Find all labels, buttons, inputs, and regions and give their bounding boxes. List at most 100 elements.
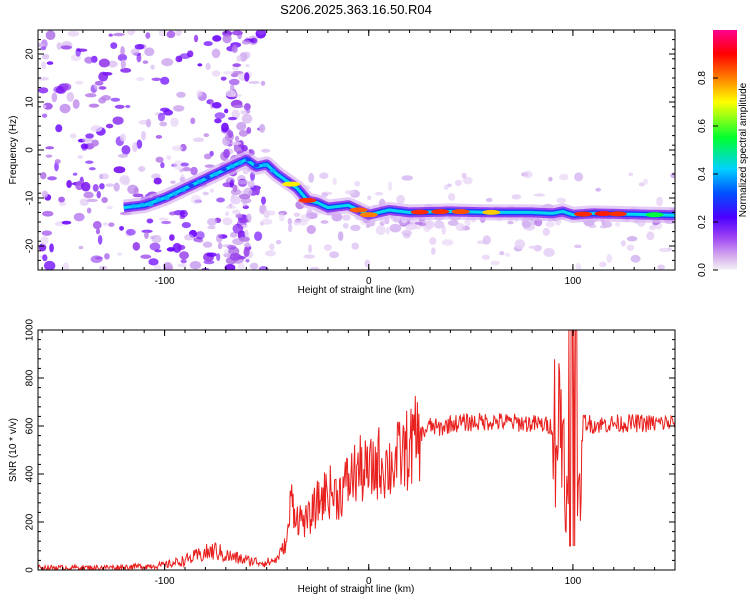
spectrogram-noise-blob — [306, 209, 314, 218]
spectrogram-noise-blob — [533, 193, 546, 197]
spectrogram-noise-blob — [232, 104, 244, 109]
spectrogram-noise-blob — [599, 261, 607, 268]
spectrogram-noise-blob — [230, 73, 239, 78]
spectrogram-hotspot — [594, 211, 613, 217]
spectrogram-ridge-dot — [237, 160, 244, 165]
spectrogram-noise-blob — [303, 254, 316, 259]
spectrogram-noise-blob — [175, 55, 183, 63]
spectrogram-noise-blob — [66, 179, 72, 189]
spectrogram-noise-blob — [110, 42, 118, 49]
spectrogram-noise-blob — [237, 31, 243, 40]
spectrogram-noise-blob — [162, 262, 173, 270]
spectrogram-noise-blob — [45, 30, 56, 41]
spectrogram-noise-blob — [175, 30, 182, 37]
spectrogram-noise-blob — [287, 217, 293, 225]
spectrogram-noise-blob — [112, 32, 125, 37]
spectrogram-hotspot — [431, 209, 450, 215]
spectrogram-noise-blob — [454, 179, 462, 186]
spectrogram-noise-blob — [367, 195, 372, 201]
spectrogram-noise-blob — [59, 103, 71, 114]
spectrogram-noise-blob — [78, 245, 84, 250]
spectrogram-noise-blob — [321, 192, 329, 198]
spectrogram-noise-blob — [234, 135, 240, 142]
spectrogram-noise-blob — [652, 222, 659, 226]
spectrogram-noise-blob — [179, 53, 191, 60]
spectrogram-noise-blob — [132, 242, 141, 251]
colorbar-ticks: 0.0 0.2 0.4 0.6 0.8 — [697, 71, 718, 277]
spectrogram-noise-blob — [126, 30, 136, 36]
spectrogram-ridge-dot — [147, 202, 154, 207]
spectrogram-noise-blob — [41, 230, 53, 236]
spectrogram-noise-blob — [158, 217, 169, 221]
spectrogram-noise-blob — [119, 225, 124, 231]
spectrogram-noise-blob — [61, 220, 72, 225]
spectrogram-noise-blob — [106, 205, 113, 210]
spectrogram-noise-blob — [62, 262, 70, 270]
spectrogram-noise-blob — [620, 240, 626, 247]
snr-ytick-label: 200 — [25, 513, 36, 530]
spectrogram-noise-blob — [443, 184, 449, 191]
spectrogram-noise-blob — [173, 160, 184, 170]
spectrogram-noise-blob — [332, 177, 337, 185]
spectrogram-noise-blob — [231, 109, 240, 120]
spectrogram-noise-blob — [243, 51, 251, 59]
spectrogram-noise-blob — [42, 254, 48, 262]
spectrogram-noise-blob — [42, 104, 47, 109]
spectrogram-noise-blob — [160, 162, 165, 169]
spectrogram-noise-blob — [628, 172, 634, 177]
spectrogram-noise-blob — [231, 44, 238, 54]
spectrogram-noise-blob — [254, 231, 263, 242]
spectrogram-noise-blob — [214, 112, 226, 120]
spectrogram-noise-blob — [224, 211, 230, 217]
spectrogram-noise-blob — [47, 176, 57, 181]
spectrogram-hotspot — [645, 212, 664, 218]
spectrogram-noise-blob — [388, 181, 393, 191]
spectrogram-noise-blob — [236, 55, 242, 62]
spectrogram-noise-blob — [38, 76, 49, 81]
spectrogram-noise-blob — [374, 192, 384, 196]
spectrogram-noise-blob — [46, 61, 54, 65]
snr-ylabel: SNR (10 * v/v) — [8, 418, 19, 482]
spectrogram-noise-blob — [73, 212, 85, 222]
spectrogram-noise-blob — [196, 89, 203, 98]
spectrogram-noise-blob — [385, 226, 390, 235]
spectrogram-noise-blob — [113, 166, 126, 174]
spectrogram-noise-blob — [259, 123, 266, 133]
spectrogram-noise-blob — [237, 179, 250, 185]
spectrogram-noise-blob — [133, 187, 139, 195]
spectrogram-noise-blob — [120, 67, 132, 73]
spectrogram-ridge-dot — [269, 168, 276, 173]
spectrogram-noise-blob — [389, 223, 402, 233]
spectrogram-xtick-label: 100 — [565, 276, 582, 287]
spectrogram-noise-blob — [104, 253, 110, 260]
spectrogram-noise-blob — [91, 139, 99, 147]
spectrogram-noise-blob — [365, 224, 371, 229]
spectrogram-noise-blob — [40, 235, 49, 246]
spectrogram-noise-blob — [264, 250, 277, 257]
spectrogram-noise-blob — [120, 46, 125, 56]
spectrogram-noise-blob — [148, 258, 159, 266]
spectrogram-noise-blob — [161, 58, 174, 67]
spectrogram-noise-blob — [114, 104, 125, 109]
spectrogram-noise-blob — [375, 225, 386, 236]
spectrogram-noise-blob — [306, 225, 316, 235]
spectrogram-noise-blob — [117, 53, 128, 62]
spectrogram-noise-blob — [117, 252, 122, 256]
spectrogram-noise-blob — [105, 123, 114, 129]
spectrogram-noise-blob — [105, 183, 115, 187]
spectrogram-noise-blob — [342, 222, 349, 229]
spectrogram-ridge-dot — [130, 204, 137, 209]
spectrogram-xtick-label: 0 — [366, 276, 372, 287]
spectrogram-ridge-dot — [220, 167, 227, 172]
spectrogram-noise-blob — [232, 63, 242, 68]
spectrogram-noise-blob — [84, 56, 94, 64]
spectrogram-hotspot — [359, 212, 378, 218]
spectrogram-noise-blob — [75, 80, 84, 85]
spectrogram-noise-blob — [72, 172, 78, 176]
spectrogram-noise-blob — [514, 239, 526, 250]
spectrogram-noise-blob — [98, 173, 104, 180]
spectrogram-noise-blob — [260, 80, 266, 86]
snr-xtick-label: -100 — [155, 576, 175, 587]
